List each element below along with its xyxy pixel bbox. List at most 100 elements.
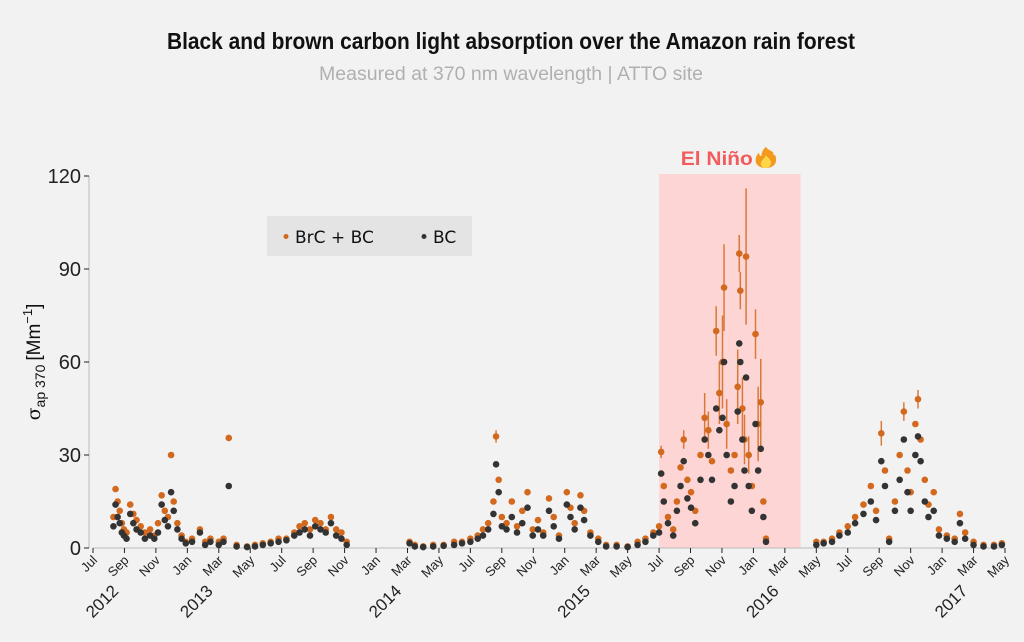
point-bc bbox=[170, 507, 178, 515]
x-tick-label-month: May bbox=[229, 552, 257, 580]
y-tick-label: 120 bbox=[48, 166, 81, 188]
point-brc-bc bbox=[317, 519, 324, 527]
point-bc bbox=[742, 374, 750, 381]
point-brc-bc bbox=[338, 529, 345, 536]
point-bc bbox=[267, 540, 274, 547]
point-brc-bc bbox=[518, 507, 526, 515]
x-tick-label-month: Nov bbox=[136, 552, 163, 579]
point-bc bbox=[164, 523, 172, 530]
point-bc bbox=[867, 498, 875, 505]
point-brc-bc bbox=[492, 433, 500, 440]
x-tick-label-month: Nov bbox=[325, 552, 352, 579]
point-brc-bc bbox=[657, 448, 665, 456]
point-bc bbox=[660, 498, 668, 505]
point-bc bbox=[677, 482, 684, 490]
point-brc-bc bbox=[739, 405, 746, 412]
point-bc bbox=[634, 541, 641, 549]
point-brc-bc bbox=[735, 250, 743, 257]
point-bc bbox=[912, 451, 919, 459]
point-brc-bc bbox=[851, 513, 859, 521]
x-tick-label-month: May bbox=[984, 552, 1012, 580]
point-brc-bc bbox=[170, 498, 178, 505]
y-tick-label: 30 bbox=[59, 445, 81, 467]
point-bc bbox=[450, 541, 458, 549]
x-tick-label-month: Jul bbox=[644, 552, 666, 574]
x-tick-label-year: 2012 bbox=[82, 581, 122, 621]
point-bc bbox=[275, 538, 282, 546]
point-brc-bc bbox=[508, 498, 516, 505]
point-bc bbox=[980, 543, 987, 550]
point-bc bbox=[567, 513, 574, 521]
point-bc bbox=[154, 529, 162, 536]
x-tick-label-month: Jan bbox=[358, 553, 383, 578]
point-brc-bc bbox=[860, 501, 867, 508]
point-bc bbox=[741, 467, 748, 474]
point-bc bbox=[580, 516, 588, 524]
point-bc bbox=[917, 457, 924, 465]
point-bc bbox=[130, 519, 137, 527]
point-bc bbox=[669, 532, 677, 539]
point-bc bbox=[259, 541, 267, 549]
point-bc bbox=[990, 543, 998, 550]
point-brc-bc bbox=[513, 523, 521, 530]
point-bc bbox=[956, 519, 964, 527]
point-brc-bc bbox=[571, 519, 578, 527]
point-bc bbox=[748, 507, 756, 515]
fire-icon bbox=[755, 146, 777, 169]
point-bc bbox=[112, 501, 119, 508]
point-bc bbox=[498, 523, 506, 530]
data-points bbox=[110, 250, 1006, 551]
point-bc bbox=[727, 498, 735, 505]
point-bc bbox=[290, 532, 298, 539]
point-bc bbox=[406, 540, 413, 547]
point-brc-bc bbox=[716, 389, 723, 397]
el-nino-annotation: El Niño bbox=[681, 146, 777, 170]
point-bc bbox=[215, 541, 223, 549]
point-bc bbox=[440, 542, 447, 550]
point-brc-bc bbox=[498, 513, 506, 521]
point-bc bbox=[492, 461, 500, 468]
point-brc-bc bbox=[881, 467, 889, 474]
point-bc bbox=[474, 535, 482, 542]
point-bc bbox=[114, 513, 121, 521]
point-bc bbox=[550, 523, 558, 530]
point-bc bbox=[577, 504, 584, 512]
point-brc-bc bbox=[563, 488, 571, 496]
point-brc-bc bbox=[332, 526, 340, 533]
point-bc bbox=[943, 535, 951, 542]
point-bc bbox=[680, 457, 688, 465]
x-tick-label-month: Nov bbox=[702, 552, 729, 579]
point-bc bbox=[752, 420, 759, 428]
point-bc bbox=[951, 538, 958, 546]
point-bc bbox=[684, 495, 691, 502]
point-bc bbox=[151, 535, 158, 542]
point-bc bbox=[925, 513, 932, 521]
point-bc bbox=[196, 529, 204, 536]
point-bc bbox=[762, 538, 770, 546]
legend-label-brc-bc: BrC + BC bbox=[295, 228, 374, 248]
point-brc-bc bbox=[734, 383, 741, 391]
point-bc bbox=[691, 519, 699, 527]
point-bc bbox=[555, 535, 563, 542]
point-bc bbox=[545, 507, 553, 515]
point-bc bbox=[904, 488, 911, 496]
point-bc bbox=[935, 532, 943, 539]
legend-marker-brc-bc bbox=[283, 234, 289, 239]
legend: BrC + BC BC bbox=[267, 216, 472, 256]
point-bc bbox=[914, 433, 922, 440]
point-brc-bc bbox=[479, 526, 487, 533]
point-brc-bc bbox=[752, 330, 759, 338]
point-bc bbox=[174, 526, 181, 533]
point-bc bbox=[760, 513, 767, 521]
point-brc-bc bbox=[872, 507, 880, 515]
point-bc bbox=[220, 538, 227, 546]
x-tick-label-year: 2017 bbox=[931, 581, 971, 621]
point-bc bbox=[411, 543, 419, 550]
point-brc-bc bbox=[655, 523, 663, 530]
point-brc-bc bbox=[705, 426, 712, 434]
x-tick-label-month: Sep bbox=[671, 553, 698, 580]
point-bc bbox=[301, 526, 309, 533]
point-bc bbox=[332, 532, 340, 539]
point-bc bbox=[243, 543, 251, 551]
point-bc bbox=[458, 540, 466, 547]
